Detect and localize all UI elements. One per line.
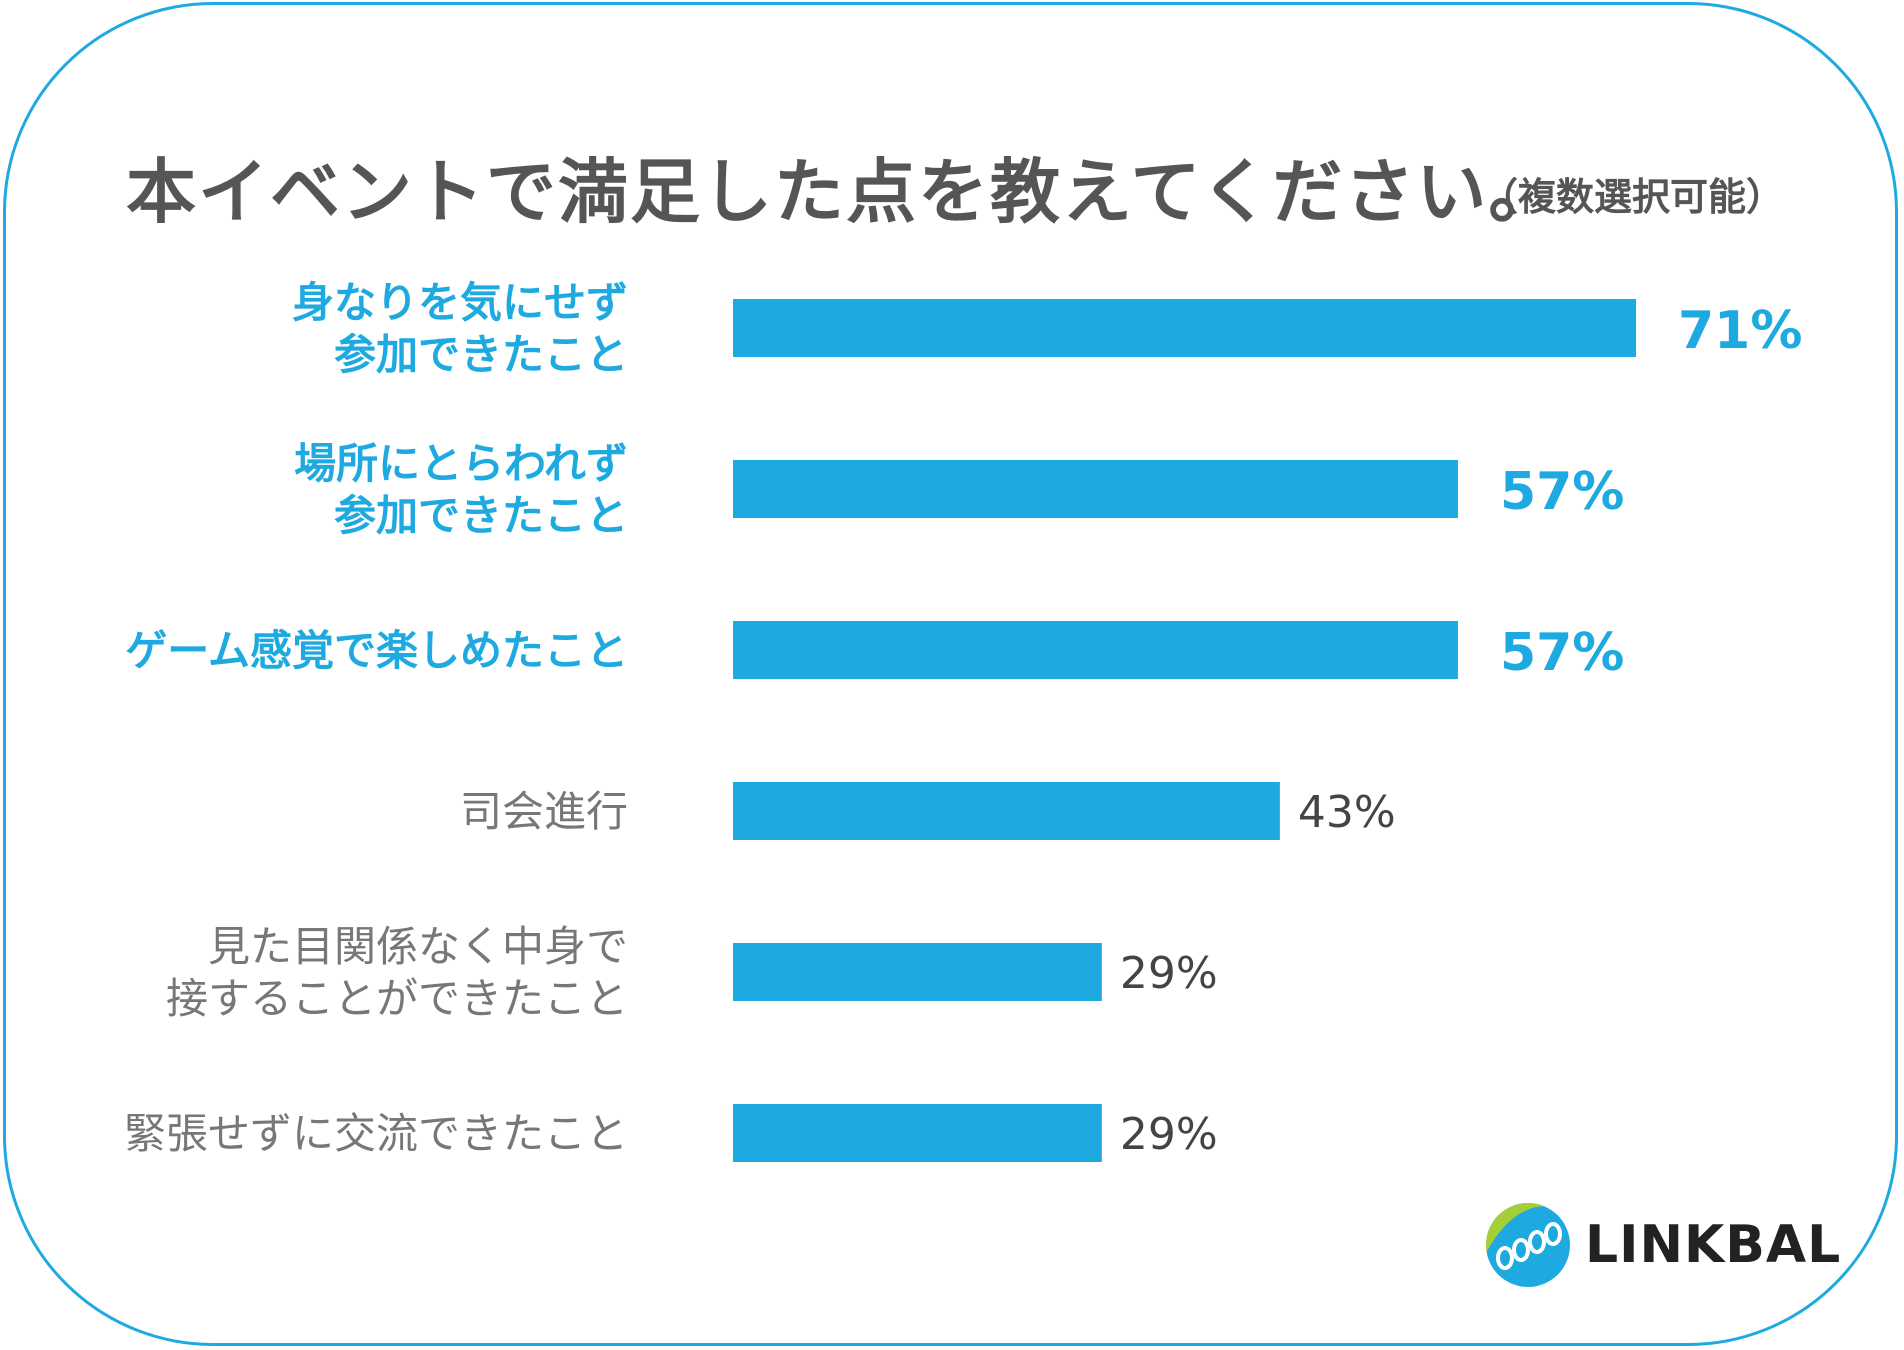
page-title: 本イベントで満足した点を教えてください。 <box>126 151 1561 233</box>
category-label-3-line-0: 司会進行 <box>460 787 628 836</box>
value-label-2: 57% <box>1500 623 1624 683</box>
linkbal-logo: LINKBAL <box>1483 1200 1841 1290</box>
category-label-1-line-0: 場所にとらわれず <box>294 439 628 488</box>
category-label-2-line-0: ゲーム感覚で楽しめたこと <box>125 626 628 675</box>
linkbal-logo-text: LINKBAL <box>1585 1215 1842 1275</box>
bar-0 <box>733 299 1636 357</box>
bar-3 <box>733 782 1280 840</box>
category-label-1-line-1: 参加できたこと <box>334 491 628 540</box>
category-label-5-line-0: 緊張せずに交流できたこと <box>124 1109 628 1158</box>
value-label-1: 57% <box>1500 462 1624 522</box>
category-label-4-line-1: 接することができたこと <box>166 974 628 1023</box>
category-label-0-line-1: 参加できたこと <box>334 330 628 379</box>
bar-1 <box>733 460 1458 518</box>
category-label-0-line-0: 身なりを気にせず <box>292 278 628 327</box>
value-label-3: 43% <box>1298 787 1396 838</box>
category-label-4-line-0: 見た目関係なく中身で <box>208 922 628 971</box>
value-label-5: 29% <box>1120 1109 1218 1160</box>
bar-5 <box>733 1104 1102 1162</box>
value-label-0: 71% <box>1678 301 1802 361</box>
bar-4 <box>733 943 1102 1001</box>
bar-2 <box>733 621 1458 679</box>
value-label-4: 29% <box>1120 948 1218 999</box>
linkbal-logo-icon <box>1486 1203 1570 1287</box>
multiple-choice-note: （複数選択可能） <box>1480 175 1785 219</box>
rounded-border-frame <box>3 2 1898 1346</box>
bars-layer: 71%身なりを気にせず参加できたこと57%場所にとらわれず参加できたこと57%ゲ… <box>124 278 1802 1162</box>
